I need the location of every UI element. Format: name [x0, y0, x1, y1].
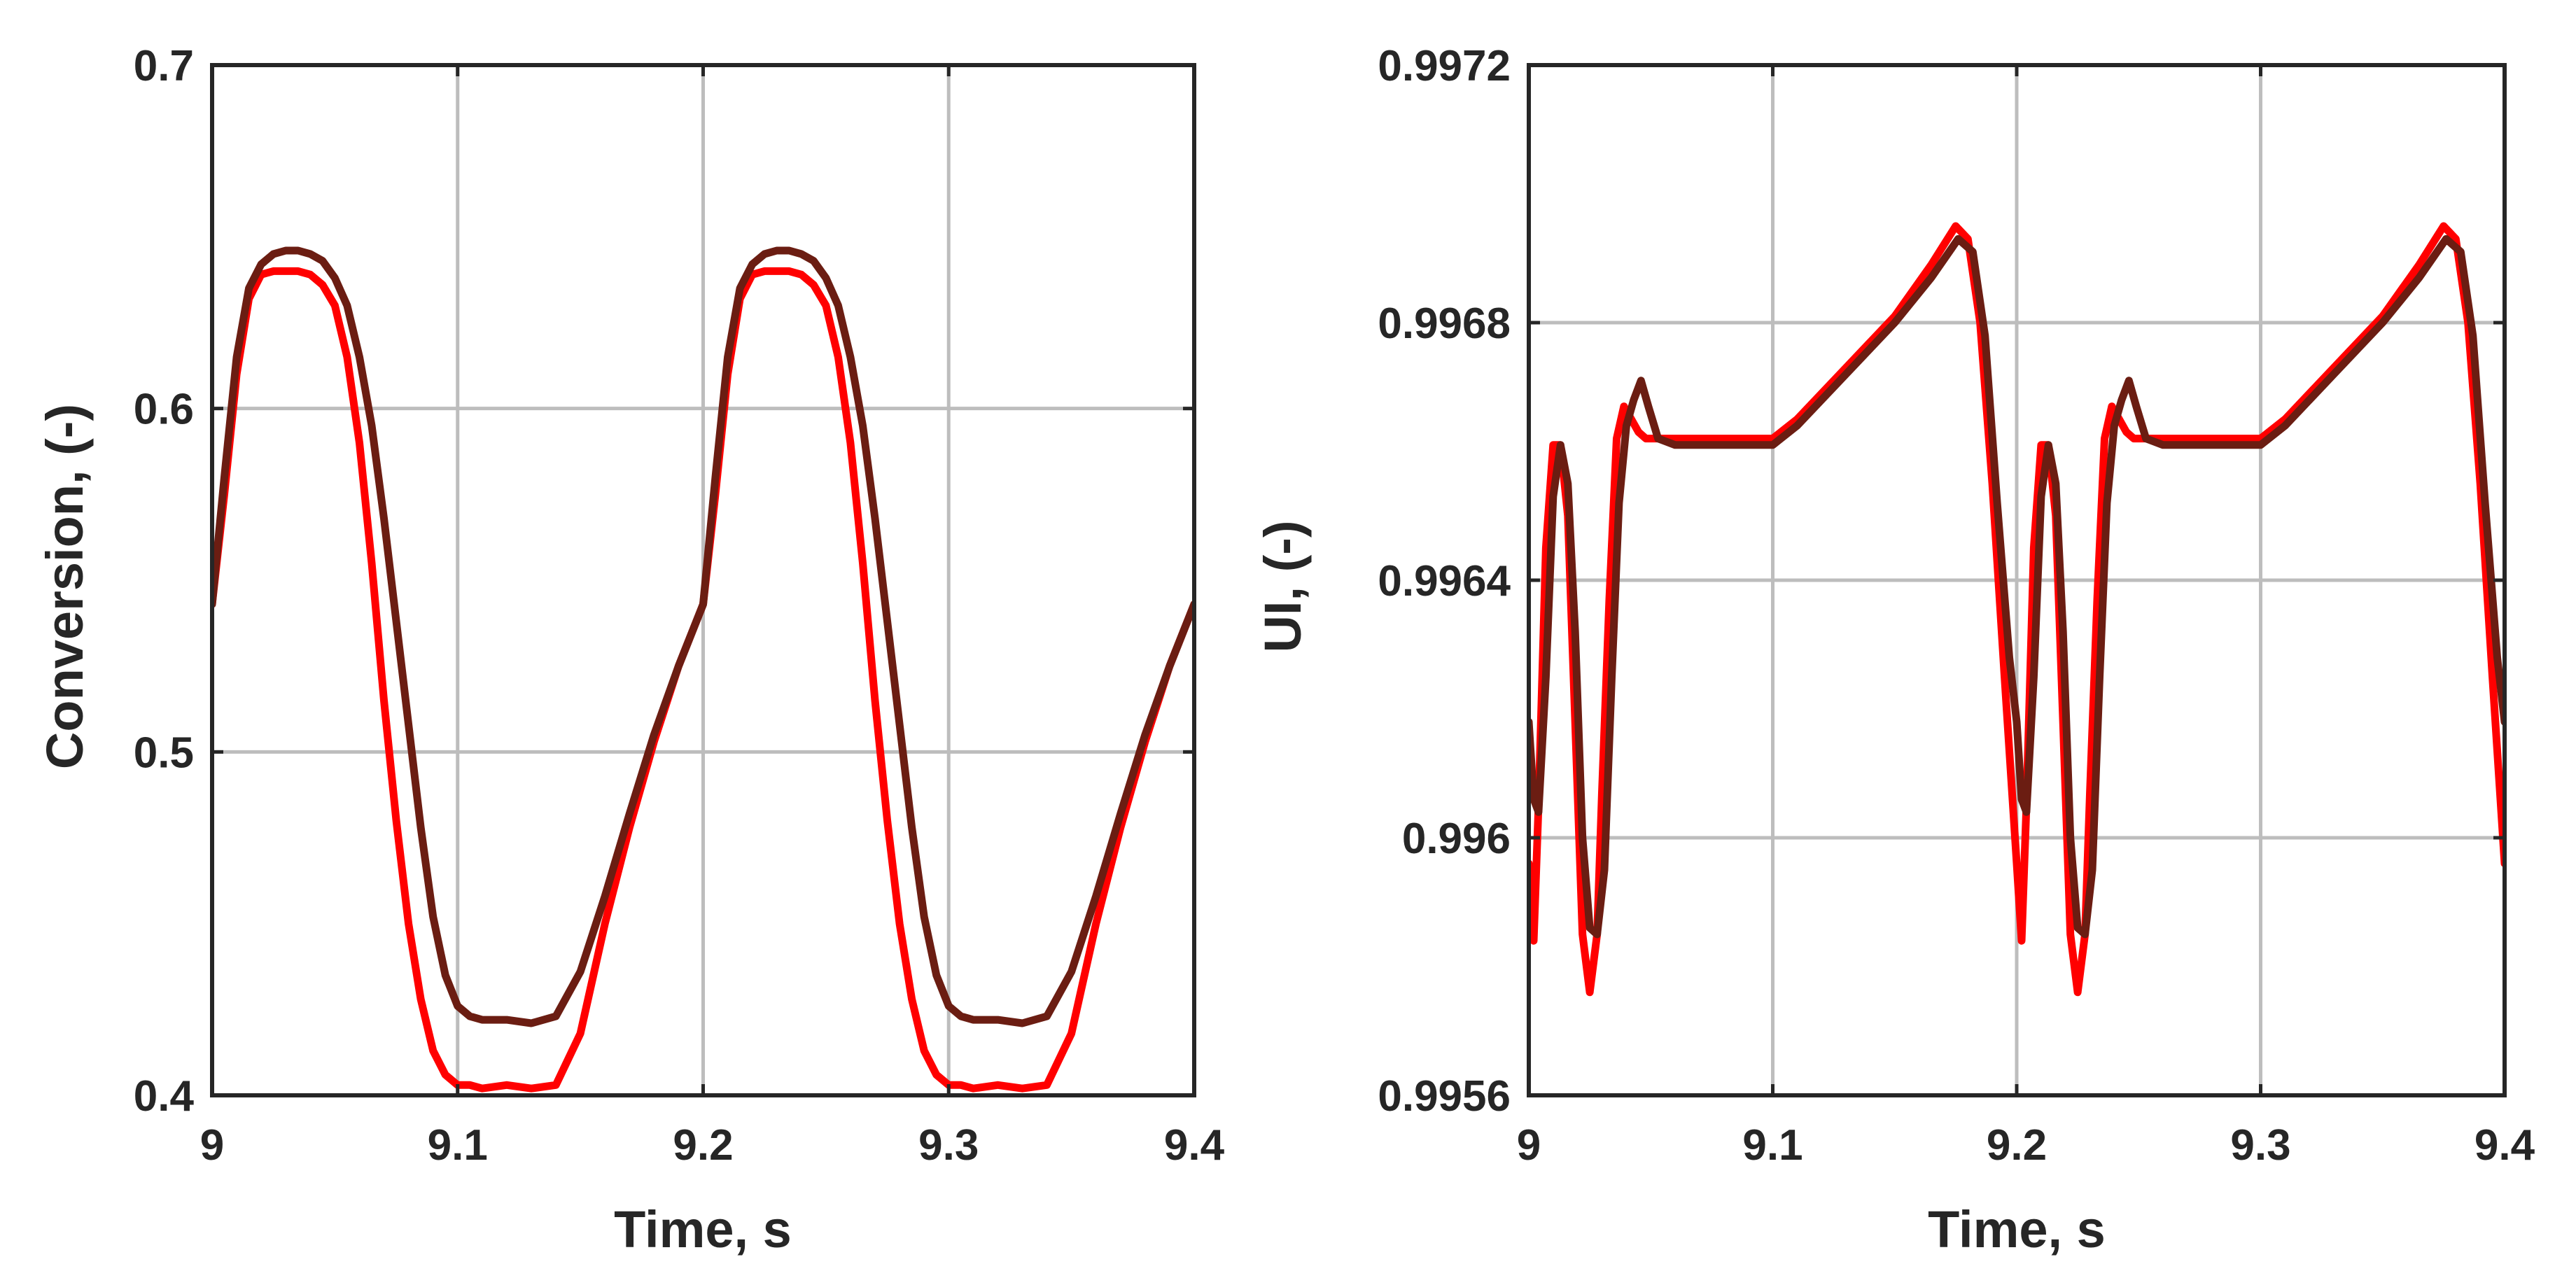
- ui-chart-xtick-label-4: 9.4: [2474, 1121, 2535, 1170]
- ui-chart-ytick-label-3: 0.9968: [1378, 300, 1511, 348]
- ui-chart-ytick-label-1: 0.996: [1402, 815, 1511, 863]
- ui-chart-ytick-label-0: 0.9956: [1378, 1072, 1511, 1121]
- ui-chart-xtick-label-0: 9: [1517, 1121, 1541, 1170]
- conversion-chart-xlabel: Time, s: [614, 1200, 792, 1258]
- ui-chart: 9 9.1 9.2 9.3 9.4 0.9956 0.996 0.9964 0.9968 0.99…: [1254, 42, 2535, 1258]
- ui-chart-ytick-label-2: 0.9964: [1378, 557, 1511, 605]
- conversion-chart-ytick-label-0: 0.4: [134, 1072, 195, 1121]
- ui-chart-xlabel: Time, s: [1928, 1200, 2106, 1258]
- conversion-chart-xtick-label-4: 9.4: [1164, 1121, 1225, 1170]
- conversion-chart-ytick-label-3: 0.7: [134, 42, 194, 90]
- ui-chart-xtick-label-1: 9.1: [1742, 1121, 1802, 1170]
- conversion-chart-ylabel: Conversion, (-): [36, 404, 94, 769]
- conversion-chart-series-line-1: [212, 246, 1194, 1027]
- conversion-chart-xtick-label-3: 9.3: [918, 1121, 979, 1170]
- conversion-chart-xtick-label-2: 9.2: [673, 1121, 733, 1170]
- conversion-chart-ytick-label-2: 0.6: [134, 386, 194, 434]
- ui-chart-ylabel: UI, (-): [1254, 520, 1312, 652]
- ui-chart-xtick-label-3: 9.3: [2230, 1121, 2290, 1170]
- conversion-chart-xtick-label-1: 9.1: [428, 1121, 488, 1170]
- ui-chart-axes-box: [1527, 63, 2507, 1097]
- ui-chart-xtick-label-2: 9.2: [1987, 1121, 2047, 1170]
- ui-chart-ytick-label-4: 0.9972: [1378, 42, 1511, 90]
- conversion-chart-ytick-label-1: 0.5: [134, 729, 194, 777]
- conversion-chart: 9 9.1 9.2 9.3 9.4 0.4 0.5 0.6 0.7 Time, s Conver…: [36, 42, 1225, 1258]
- ui-chart-series-line-1: [1529, 234, 2505, 939]
- conversion-chart-xtick-label-0: 9: [200, 1121, 224, 1170]
- conversion-chart-axes-box: [210, 63, 1196, 1097]
